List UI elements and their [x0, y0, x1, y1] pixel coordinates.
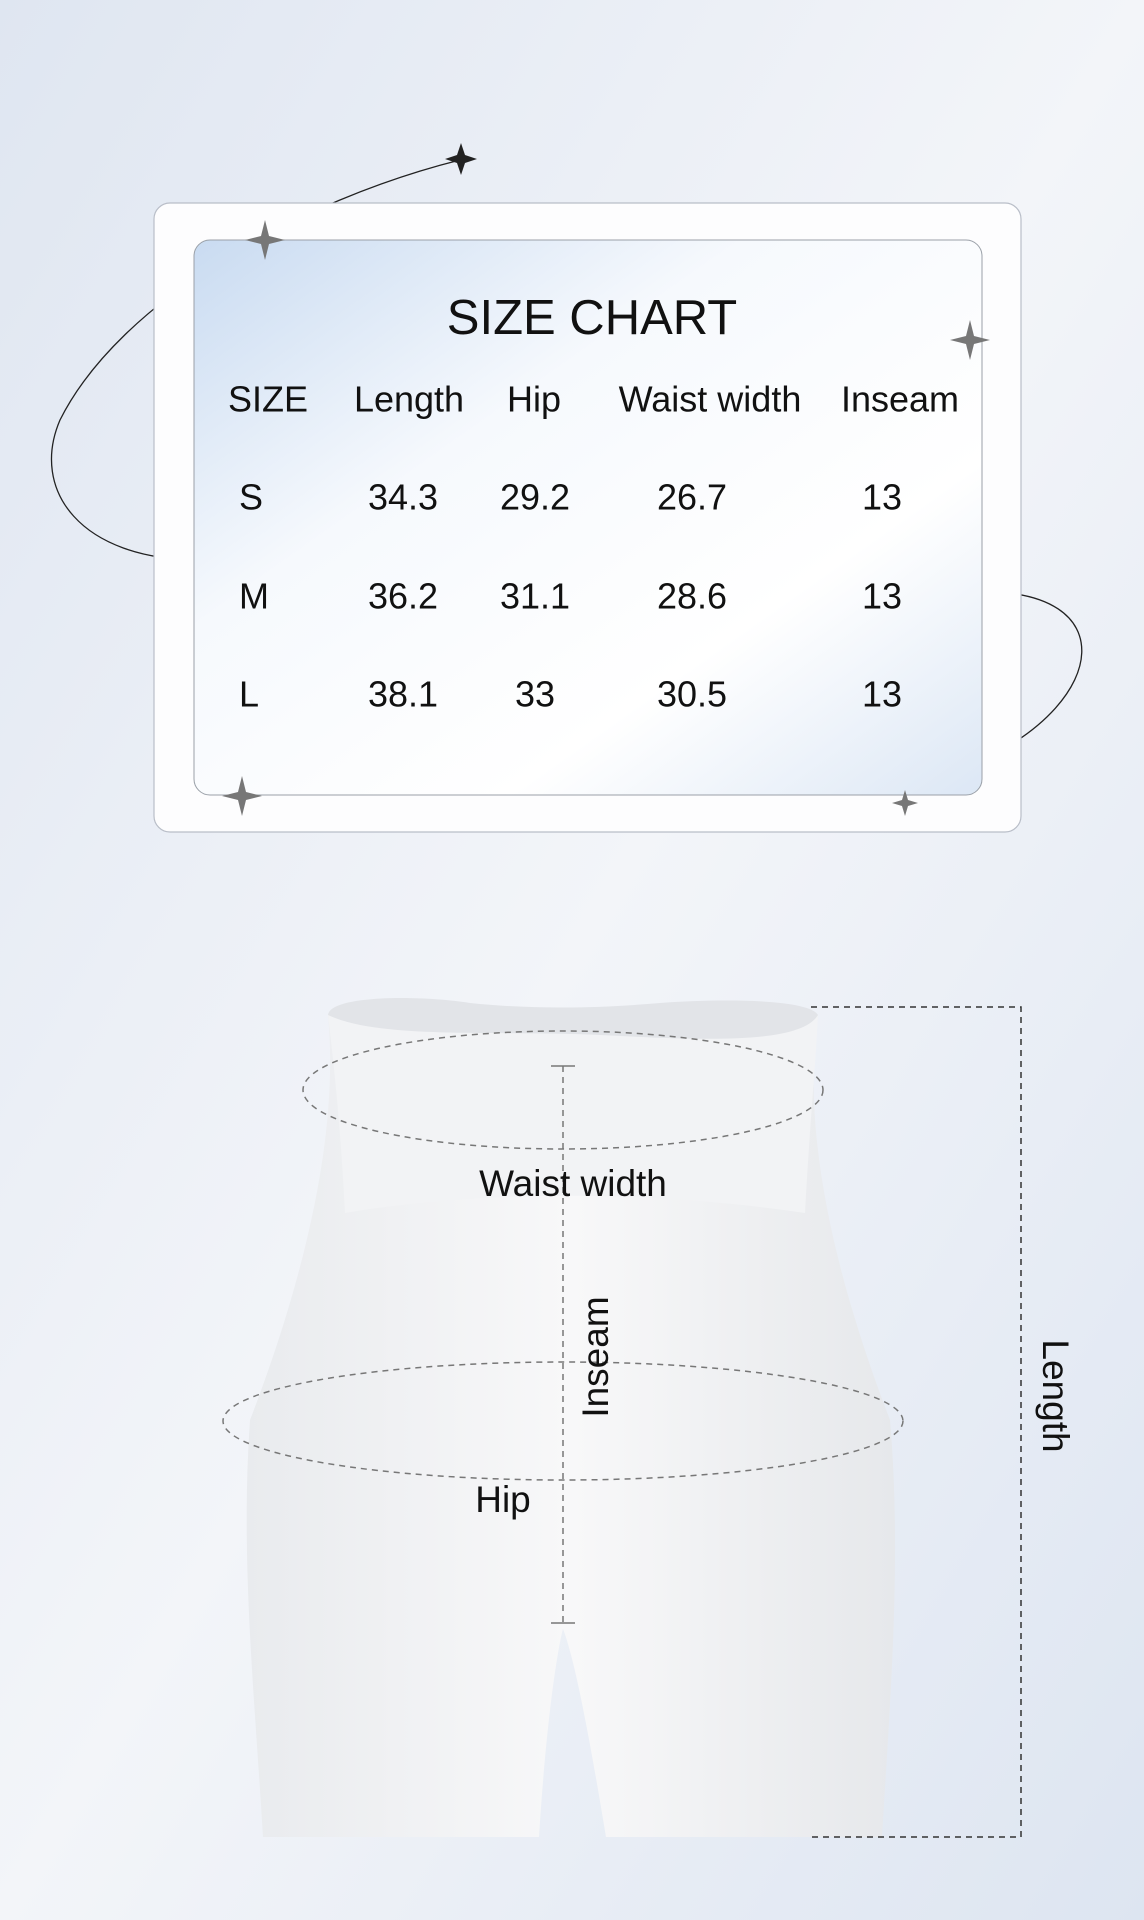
table-cell: 13	[862, 674, 902, 715]
table-cell: S	[239, 477, 263, 518]
table-cell: 28.6	[657, 576, 727, 617]
inner-card	[193, 239, 983, 796]
table-cell: 30.5	[657, 674, 727, 715]
table-header: Inseam	[841, 379, 959, 420]
hip-measure	[222, 1361, 904, 1481]
sparkle	[892, 790, 918, 816]
sparkle	[950, 320, 990, 360]
hip-label: Hip	[475, 1479, 531, 1520]
shorts-illustration	[246, 998, 896, 1837]
table-cell: L	[239, 674, 259, 715]
table-cell: 13	[862, 576, 902, 617]
sparkle	[245, 220, 285, 260]
waist-width-label: Waist width	[479, 1163, 667, 1204]
sparkle	[445, 143, 477, 175]
orbit-line	[981, 591, 1083, 761]
length-label: Length	[1035, 1339, 1076, 1452]
table-header: Waist width	[619, 379, 802, 420]
table-cell: 26.7	[657, 477, 727, 518]
table-cell: 38.1	[368, 674, 438, 715]
table-cell: 36.2	[368, 576, 438, 617]
table-cell: 34.3	[368, 477, 438, 518]
table-cell: M	[239, 576, 269, 617]
table-cell: 13	[862, 477, 902, 518]
chart-title: SIZE CHART	[447, 291, 737, 345]
table-cell: 29.2	[500, 477, 570, 518]
table-cell: 31.1	[500, 576, 570, 617]
inseam-label: Inseam	[575, 1296, 616, 1417]
length-measure	[811, 1006, 1022, 1838]
size-table: SIZE Length Hip Waist width Inseam S 34.3 29.2 2…	[228, 379, 959, 715]
table-header: SIZE	[228, 379, 308, 420]
table-cell: 33	[515, 674, 555, 715]
table-header: Hip	[507, 379, 561, 420]
sparkle	[222, 776, 262, 816]
table-header: Length	[354, 379, 464, 420]
